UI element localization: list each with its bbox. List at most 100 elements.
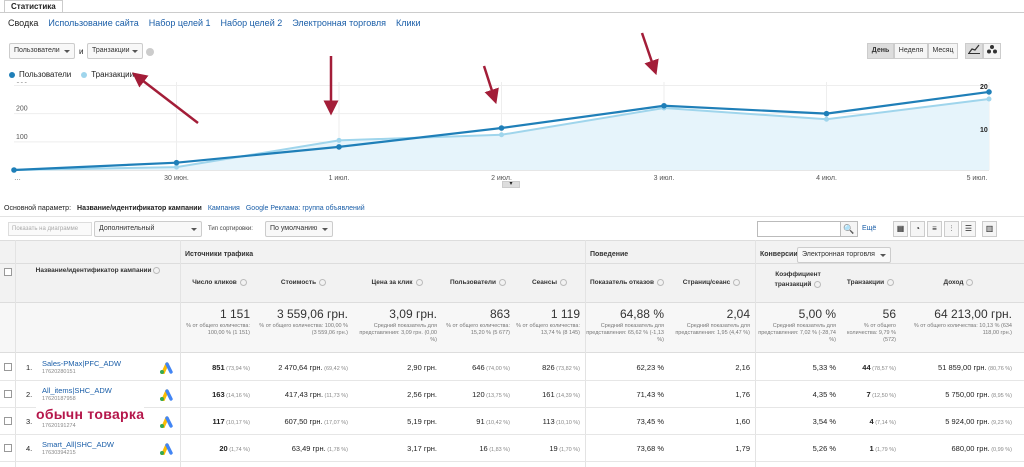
- table-cell: 2 470,64 грн. (69,42 %): [255, 363, 348, 372]
- performance-view-icon[interactable]: ≡: [927, 221, 942, 237]
- table-cell: 851 (73,94 %): [185, 363, 250, 372]
- sort-type-label: Тип сортировки:: [208, 226, 253, 232]
- cell-value: 63,49 грн.: [291, 444, 326, 453]
- cell-percent: (78,57 %): [870, 366, 896, 372]
- row-checkbox[interactable]: [4, 417, 12, 425]
- help-icon[interactable]: [415, 278, 423, 286]
- data-view-grid-icon[interactable]: ▦: [893, 221, 908, 237]
- row-checkbox[interactable]: [4, 390, 12, 398]
- acquisition-group-header: Источники трафика: [185, 251, 254, 258]
- campaign-name-link[interactable]: All_items|SHC_ADW: [42, 386, 112, 395]
- total-value: 3 559,06 грн.: [276, 307, 348, 321]
- cell-value: 73,45 %: [636, 417, 664, 426]
- line-chart: 300 200 100 … 30 июн. 1 июл. 2 июл. 3 июл. 4 июл…: [11, 82, 992, 182]
- help-icon[interactable]: [146, 48, 154, 56]
- subtab-summary[interactable]: Сводка: [8, 18, 39, 28]
- chart-legend: Пользователи Транзакции: [9, 70, 134, 79]
- table-cell: 1,76: [669, 390, 750, 399]
- conversions-select[interactable]: Электронная торговля: [797, 247, 891, 263]
- column-header[interactable]: Страниц/сеанс: [669, 278, 754, 288]
- table-cell: 163 (14,16 %): [185, 390, 250, 399]
- metric2-select[interactable]: Транзакции: [87, 43, 143, 59]
- column-header[interactable]: Пользователи: [442, 278, 514, 288]
- subtab-site-usage[interactable]: Использование сайта: [48, 18, 139, 28]
- subtab-ecommerce[interactable]: Электронная торговля: [292, 18, 386, 28]
- help-icon[interactable]: [733, 278, 741, 286]
- chart-resize-handle[interactable]: ▾: [502, 181, 520, 188]
- total-note: % от общего количества: 13,74 % (8 145): [516, 323, 580, 336]
- help-icon[interactable]: [657, 278, 665, 286]
- column-header[interactable]: Доход: [901, 278, 1016, 288]
- cell-percent: (1,74 %): [227, 447, 250, 453]
- pivot-view-icon[interactable]: ▥: [982, 221, 997, 237]
- term-cloud-icon[interactable]: ☰: [961, 221, 976, 237]
- help-icon[interactable]: [560, 278, 568, 286]
- column-header[interactable]: Сеансы: [515, 278, 584, 288]
- secondary-dimension-select[interactable]: Дополнительный параметр: [94, 221, 202, 246]
- column-header-label: Транзакции: [846, 279, 885, 286]
- table-cell: 680,00 грн. (0,99 %): [901, 444, 1012, 453]
- column-header[interactable]: Коэффициент транзакций: [756, 270, 840, 290]
- legend-series2[interactable]: Транзакции: [81, 70, 134, 79]
- cell-value: 5 750,00 грн.: [945, 390, 990, 399]
- table-cell: 2,90 грн.: [353, 363, 437, 372]
- statistics-tab[interactable]: Статистика: [4, 0, 63, 12]
- cell-value: 1,76: [735, 390, 750, 399]
- campaign-id: 17620280151: [42, 369, 76, 375]
- metric1-select[interactable]: Пользователи: [9, 43, 75, 59]
- cell-percent: (11,73 %): [323, 393, 348, 399]
- help-icon[interactable]: [966, 278, 974, 286]
- line-chart-icon[interactable]: [965, 43, 983, 59]
- table-cell: 44 (78,57 %): [841, 363, 896, 372]
- pie-view-icon[interactable]: ◔: [910, 221, 925, 237]
- dimension-campaign-link[interactable]: Кампания: [207, 205, 240, 212]
- day-button[interactable]: День: [867, 43, 894, 59]
- column-header[interactable]: Число кликов: [185, 278, 254, 288]
- column-header[interactable]: Транзакции: [841, 278, 900, 288]
- column-header-label: Стоимость: [280, 279, 317, 286]
- row-checkbox[interactable]: [4, 363, 12, 371]
- cell-value: 417,43 грн.: [284, 390, 324, 399]
- week-button[interactable]: Неделя: [894, 43, 928, 59]
- subtab-goal-set-1[interactable]: Набор целей 1: [148, 18, 211, 28]
- cell-value: 3,17 грн.: [407, 444, 437, 453]
- column-header[interactable]: Стоимость: [255, 278, 352, 288]
- metric-vs-label: и: [79, 47, 84, 56]
- subtab-clicks[interactable]: Клики: [395, 18, 421, 28]
- plot-rows-button[interactable]: Показать на диаграмме: [8, 222, 92, 236]
- campaign-name-link[interactable]: Sales-PMax|PFC_ADW: [42, 359, 122, 368]
- column-header[interactable]: Цена за клик: [353, 278, 441, 288]
- help-icon[interactable]: [239, 278, 247, 286]
- help-icon[interactable]: [153, 266, 161, 274]
- google-ads-icon: [160, 362, 173, 374]
- campaign-column-header[interactable]: Название/идентификатор кампании: [18, 266, 178, 276]
- y-tick-label: 100: [16, 134, 28, 141]
- comparison-view-icon[interactable]: ⫶: [944, 221, 959, 237]
- cell-value: 73,68 %: [636, 444, 664, 453]
- legend-series1[interactable]: Пользователи: [9, 70, 71, 79]
- y-tick-label: 200: [16, 106, 28, 113]
- cell-value: 163: [212, 390, 225, 399]
- help-icon[interactable]: [319, 278, 327, 286]
- help-icon[interactable]: [499, 278, 507, 286]
- help-icon[interactable]: [887, 278, 895, 286]
- subtab-goal-set-2[interactable]: Набор целей 2: [220, 18, 283, 28]
- sort-type-select[interactable]: По умолчанию: [265, 221, 333, 237]
- table-cell: 3,17 грн.: [353, 444, 437, 453]
- column-header-label: Число кликов: [192, 279, 237, 286]
- cell-value: 113: [542, 417, 555, 426]
- dimension-adgroup-link[interactable]: Google Реклама: группа объявлений: [245, 205, 365, 212]
- cell-percent: (14,39 %): [554, 393, 580, 399]
- x-tick-label: 2 июл.: [491, 175, 512, 182]
- help-icon[interactable]: [814, 280, 822, 288]
- search-icon[interactable]: 🔍: [840, 221, 858, 237]
- select-all-checkbox[interactable]: [4, 268, 12, 276]
- column-header-label: Пользователи: [449, 279, 497, 286]
- row-checkbox[interactable]: [4, 444, 12, 452]
- month-button[interactable]: Месяц: [928, 43, 958, 59]
- advanced-filter-link[interactable]: Ещё: [862, 225, 877, 232]
- motion-chart-icon[interactable]: [983, 43, 1001, 59]
- total-note: % от общего количества: 9,79 % (572): [847, 323, 896, 343]
- column-header[interactable]: Показатель отказов: [586, 278, 668, 288]
- campaign-name-link[interactable]: Smart_All|SHC_ADW: [42, 440, 114, 449]
